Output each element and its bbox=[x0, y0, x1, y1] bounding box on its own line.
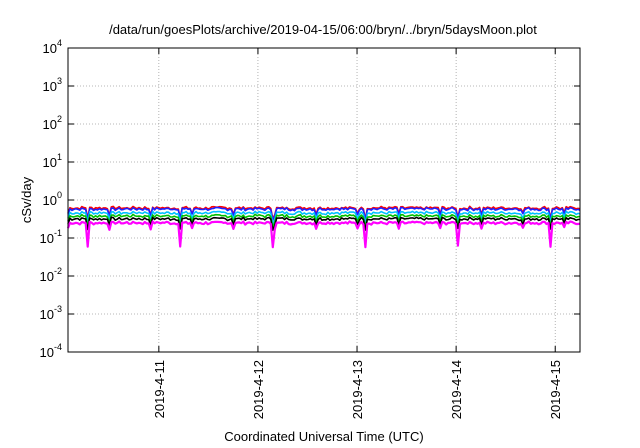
x-tick-label: 2019-4-15 bbox=[548, 360, 563, 419]
series-layer bbox=[66, 205, 581, 249]
y-tick-label: 10-4 bbox=[40, 342, 62, 360]
x-tick-label: 2019-4-14 bbox=[449, 360, 464, 419]
y-tick-label: 10-1 bbox=[40, 228, 62, 246]
x-tick-label: 2019-4-11 bbox=[152, 360, 167, 418]
series-line bbox=[67, 216, 581, 231]
x-axis: 2019-4-11 2019-4-12 2019-4-13 2019-4-14 2019… bbox=[152, 48, 563, 419]
y-tick-label: 104 bbox=[43, 38, 62, 56]
y-tick-label: 102 bbox=[43, 114, 62, 132]
x-axis-label: Coordinated Universal Time (UTC) bbox=[224, 429, 423, 444]
series-line bbox=[67, 213, 581, 229]
y-tick-label: 100 bbox=[43, 190, 62, 208]
series-line bbox=[67, 206, 581, 221]
chart-title: /data/run/goesPlots/archive/2019-04-15/0… bbox=[109, 22, 537, 37]
y-tick-label: 10-3 bbox=[40, 304, 62, 322]
y-axis-label: cSv/day bbox=[19, 176, 34, 223]
y-axis: 10-4 10-3 10-2 10-1 100 101 102 103 104 bbox=[40, 38, 580, 360]
y-tick-label: 101 bbox=[43, 152, 62, 170]
x-tick-label: 2019-4-12 bbox=[251, 360, 266, 419]
series-line bbox=[66, 220, 581, 249]
series-line bbox=[67, 210, 581, 225]
y-tick-label: 103 bbox=[43, 76, 62, 94]
y-tick-label: 10-2 bbox=[40, 266, 62, 284]
x-tick-label: 2019-4-13 bbox=[350, 360, 365, 419]
grid bbox=[68, 48, 580, 352]
